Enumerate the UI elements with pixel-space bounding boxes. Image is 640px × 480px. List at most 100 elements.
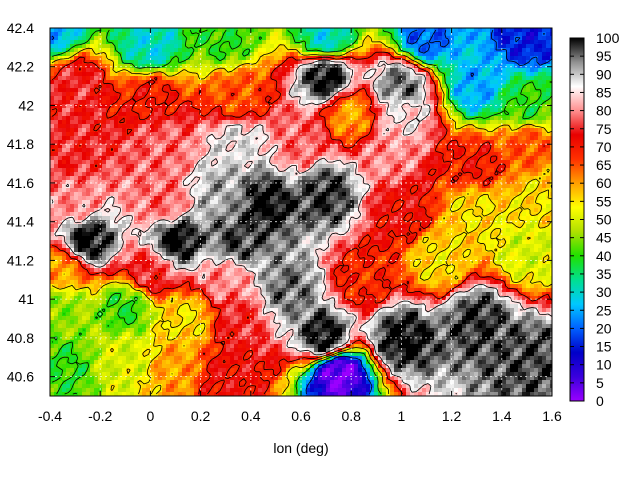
heatmap-cell bbox=[58, 36, 63, 41]
heatmap-cell bbox=[338, 100, 343, 105]
heatmap-cell bbox=[222, 28, 227, 33]
heatmap-cell bbox=[366, 128, 371, 133]
heatmap-cell bbox=[482, 52, 487, 57]
heatmap-cell bbox=[362, 80, 367, 85]
heatmap-cell bbox=[526, 108, 531, 113]
heatmap-cell bbox=[434, 44, 439, 49]
heatmap-cell bbox=[366, 144, 371, 149]
heatmap-cell bbox=[162, 56, 167, 61]
heatmap-cell bbox=[106, 148, 111, 153]
heatmap-cell bbox=[374, 60, 379, 65]
heatmap-cell bbox=[150, 176, 155, 181]
heatmap-cell bbox=[170, 32, 175, 37]
heatmap-cell bbox=[306, 176, 311, 181]
heatmap-cell bbox=[298, 168, 303, 173]
heatmap-cell bbox=[354, 120, 359, 125]
heatmap-cell bbox=[98, 40, 103, 45]
heatmap-cell bbox=[142, 36, 147, 41]
heatmap-cell bbox=[258, 44, 263, 49]
heatmap-cell bbox=[422, 76, 427, 81]
heatmap-cell bbox=[334, 48, 339, 53]
heatmap-cell bbox=[102, 168, 107, 173]
heatmap-cell bbox=[414, 36, 419, 41]
heatmap-cell bbox=[282, 84, 287, 89]
heatmap-cell bbox=[146, 68, 151, 73]
heatmap-cell bbox=[122, 36, 127, 41]
heatmap-cell bbox=[526, 36, 531, 41]
heatmap-cell bbox=[430, 116, 435, 121]
heatmap-cell bbox=[494, 60, 499, 65]
heatmap-cell bbox=[302, 40, 307, 45]
heatmap-cell bbox=[482, 48, 487, 53]
heatmap-cell bbox=[58, 56, 63, 61]
heatmap-cell bbox=[446, 32, 451, 37]
heatmap-cell bbox=[486, 124, 491, 129]
heatmap-cell bbox=[334, 124, 339, 129]
heatmap-cell bbox=[510, 72, 515, 77]
heatmap-cell bbox=[478, 164, 483, 169]
heatmap-cell bbox=[202, 172, 207, 177]
heatmap-cell bbox=[374, 172, 379, 177]
heatmap-cell bbox=[454, 168, 459, 173]
heatmap-cell bbox=[342, 64, 347, 69]
heatmap-cell bbox=[502, 36, 507, 41]
heatmap-cell bbox=[222, 152, 227, 157]
heatmap-cell bbox=[370, 60, 375, 65]
heatmap-cell bbox=[66, 96, 71, 101]
heatmap-cell bbox=[426, 180, 431, 185]
heatmap-cell bbox=[506, 176, 511, 181]
heatmap-cell bbox=[322, 168, 327, 173]
heatmap-cell bbox=[62, 104, 67, 109]
heatmap-cell bbox=[458, 32, 463, 37]
heatmap-cell bbox=[522, 128, 527, 133]
heatmap-cell bbox=[214, 128, 219, 133]
heatmap-cell bbox=[322, 64, 327, 69]
heatmap-cell bbox=[270, 72, 275, 77]
heatmap-cell bbox=[454, 48, 459, 53]
heatmap-cell bbox=[458, 88, 463, 93]
heatmap-cell bbox=[338, 44, 343, 49]
heatmap-cell bbox=[466, 108, 471, 113]
heatmap-cell bbox=[226, 172, 231, 177]
heatmap-cell bbox=[250, 140, 255, 145]
heatmap-cell bbox=[390, 156, 395, 161]
heatmap-cell bbox=[482, 164, 487, 169]
heatmap-cell bbox=[370, 168, 375, 173]
heatmap-cell bbox=[362, 88, 367, 93]
heatmap-cell bbox=[350, 92, 355, 97]
heatmap-cell bbox=[434, 176, 439, 181]
heatmap-cell bbox=[110, 44, 115, 49]
heatmap-cell bbox=[462, 52, 467, 57]
heatmap-cell bbox=[214, 32, 219, 37]
heatmap-cell bbox=[306, 56, 311, 61]
heatmap-cell bbox=[518, 56, 523, 61]
heatmap-cell bbox=[114, 184, 119, 189]
heatmap-cell bbox=[202, 168, 207, 173]
heatmap-cell bbox=[270, 52, 275, 57]
heatmap-cell bbox=[286, 76, 291, 81]
heatmap-cell bbox=[286, 140, 291, 145]
heatmap-cell bbox=[270, 100, 275, 105]
heatmap-cell bbox=[58, 76, 63, 81]
heatmap-cell bbox=[242, 100, 247, 105]
heatmap-cell bbox=[482, 148, 487, 153]
heatmap-cell bbox=[58, 168, 63, 173]
heatmap-cell bbox=[358, 96, 363, 101]
heatmap-cell bbox=[338, 52, 343, 57]
heatmap-cell bbox=[342, 28, 347, 33]
heatmap-cell bbox=[62, 148, 67, 153]
heatmap-cell bbox=[70, 160, 75, 165]
heatmap-cell bbox=[470, 40, 475, 45]
heatmap-cell bbox=[266, 160, 271, 165]
heatmap-cell bbox=[286, 184, 291, 189]
heatmap-cell bbox=[486, 104, 491, 109]
heatmap-cell bbox=[298, 100, 303, 105]
heatmap-cell bbox=[378, 180, 383, 185]
heatmap-cell bbox=[526, 160, 531, 165]
heatmap-cell bbox=[542, 96, 547, 101]
heatmap-cell bbox=[374, 176, 379, 181]
heatmap-cell bbox=[270, 84, 275, 89]
heatmap-cell bbox=[134, 172, 139, 177]
heatmap-cell bbox=[58, 124, 63, 129]
heatmap-cell bbox=[530, 164, 535, 169]
